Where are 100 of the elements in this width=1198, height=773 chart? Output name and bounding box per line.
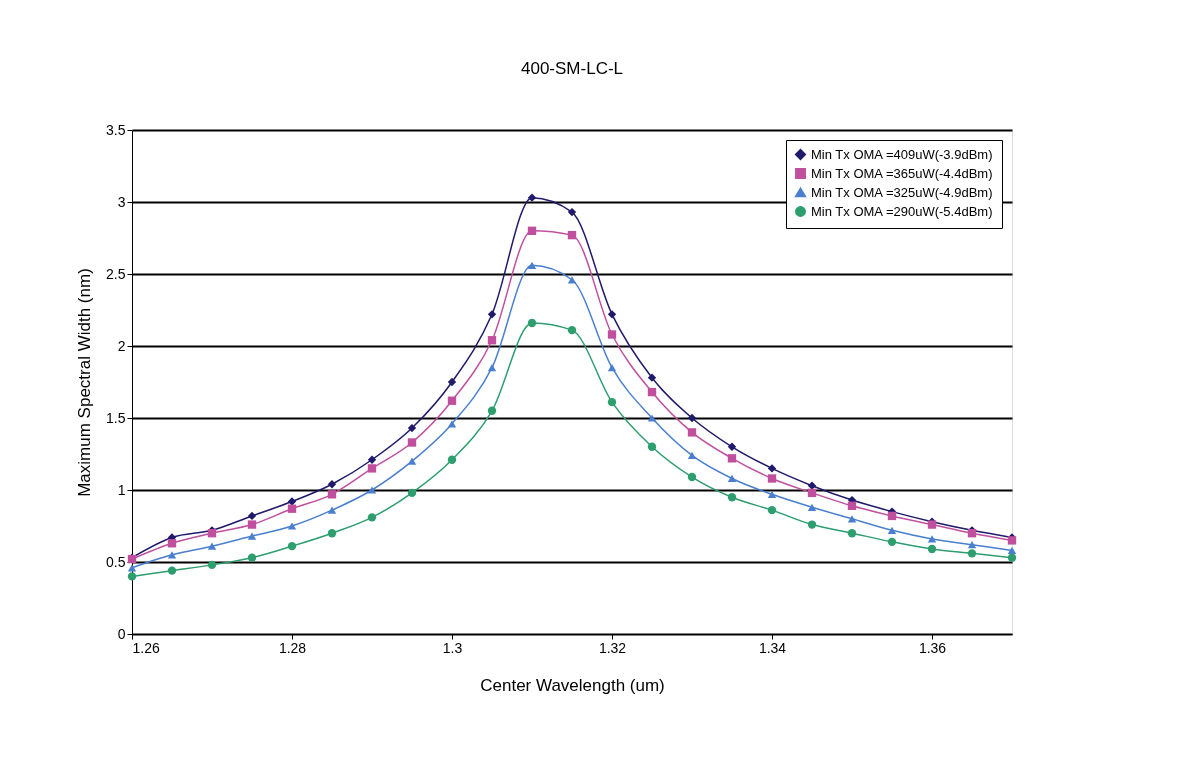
point (327, 529, 337, 538)
y-tick-label: 0 (117, 625, 126, 642)
point (367, 455, 377, 464)
point (447, 455, 457, 464)
point (487, 406, 497, 415)
point (687, 451, 697, 460)
point (647, 442, 657, 451)
point (567, 276, 577, 284)
point (167, 551, 177, 559)
y-tick-label: 3 (117, 193, 126, 210)
point (887, 526, 897, 534)
point (327, 480, 337, 489)
point (287, 497, 297, 506)
x-tick-label: 1.26 (132, 639, 160, 656)
point (487, 363, 497, 372)
point (407, 423, 417, 433)
chart-title: 400-SM-LC-L (520, 59, 624, 78)
legend-label: Min Tx OMA =365uW(-4.4dBm) (811, 165, 993, 181)
point (807, 481, 817, 490)
point (487, 310, 497, 319)
legend-label: Min Tx OMA =325uW(-4.9dBm) (811, 184, 993, 200)
point (807, 520, 817, 529)
y-tick-label: 1 (117, 481, 126, 498)
point (407, 488, 417, 498)
point (127, 572, 137, 581)
point (527, 318, 537, 328)
point (167, 539, 177, 548)
point (647, 387, 657, 397)
y-tick-label: 3.5 (106, 121, 126, 138)
x-tick-label: 1.3 (442, 639, 463, 656)
y-tick-label: 2.5 (106, 265, 126, 282)
point (647, 373, 657, 382)
point (607, 330, 617, 339)
point (767, 490, 777, 498)
y-tick-label: 1.5 (106, 409, 126, 426)
point (607, 363, 617, 372)
point (687, 413, 697, 423)
point (247, 520, 257, 529)
y-tick-label: 0.5 (106, 553, 126, 570)
point (727, 454, 737, 463)
point (327, 506, 337, 514)
point (207, 542, 217, 550)
y-tick-label: 2 (117, 337, 126, 354)
point (567, 207, 577, 217)
point (847, 501, 857, 511)
point (567, 230, 577, 240)
point (247, 511, 257, 521)
point (727, 474, 737, 483)
x-tick-label: 1.34 (758, 639, 787, 656)
point (847, 529, 857, 538)
point (1007, 546, 1017, 555)
point (287, 522, 297, 530)
point (527, 261, 537, 269)
point (287, 541, 297, 551)
point (447, 377, 457, 387)
point (927, 544, 937, 554)
point (607, 397, 617, 407)
point (647, 414, 657, 422)
x-tick-label: 1.28 (278, 639, 307, 656)
point (767, 505, 777, 515)
point (367, 464, 377, 473)
legend-label: Min Tx OMA =409uW(-3.9dBm) (811, 146, 993, 162)
x-tick-label: 1.36 (918, 639, 947, 656)
point (567, 325, 577, 335)
point (687, 428, 697, 437)
point (247, 532, 257, 540)
point (887, 537, 897, 547)
point (927, 535, 937, 543)
point (767, 474, 777, 483)
point (407, 438, 417, 447)
point (127, 564, 137, 572)
point (367, 513, 377, 522)
point (847, 515, 857, 523)
point (287, 504, 297, 513)
point (327, 490, 337, 499)
point (807, 503, 817, 511)
point (527, 226, 537, 235)
point (1007, 553, 1017, 562)
x-axis-title: Center Wavelength (um) (480, 675, 665, 695)
point (367, 486, 377, 494)
point (447, 420, 457, 428)
point (247, 553, 257, 562)
point (607, 310, 617, 319)
point (687, 472, 697, 482)
y-axis-title: Maximum Spectral Width (nm) (75, 268, 95, 497)
point (727, 442, 737, 451)
point (887, 511, 897, 521)
point (727, 493, 737, 502)
x-tick-label: 1.32 (598, 639, 627, 656)
point (967, 541, 977, 549)
point (487, 336, 497, 345)
point (207, 560, 217, 570)
point (967, 549, 977, 558)
point (167, 566, 177, 575)
legend-label: Min Tx OMA =290uW(-5.4dBm) (811, 203, 993, 219)
point (807, 488, 817, 498)
point (447, 396, 457, 405)
point (407, 457, 417, 465)
point (767, 464, 777, 473)
point (527, 193, 537, 202)
